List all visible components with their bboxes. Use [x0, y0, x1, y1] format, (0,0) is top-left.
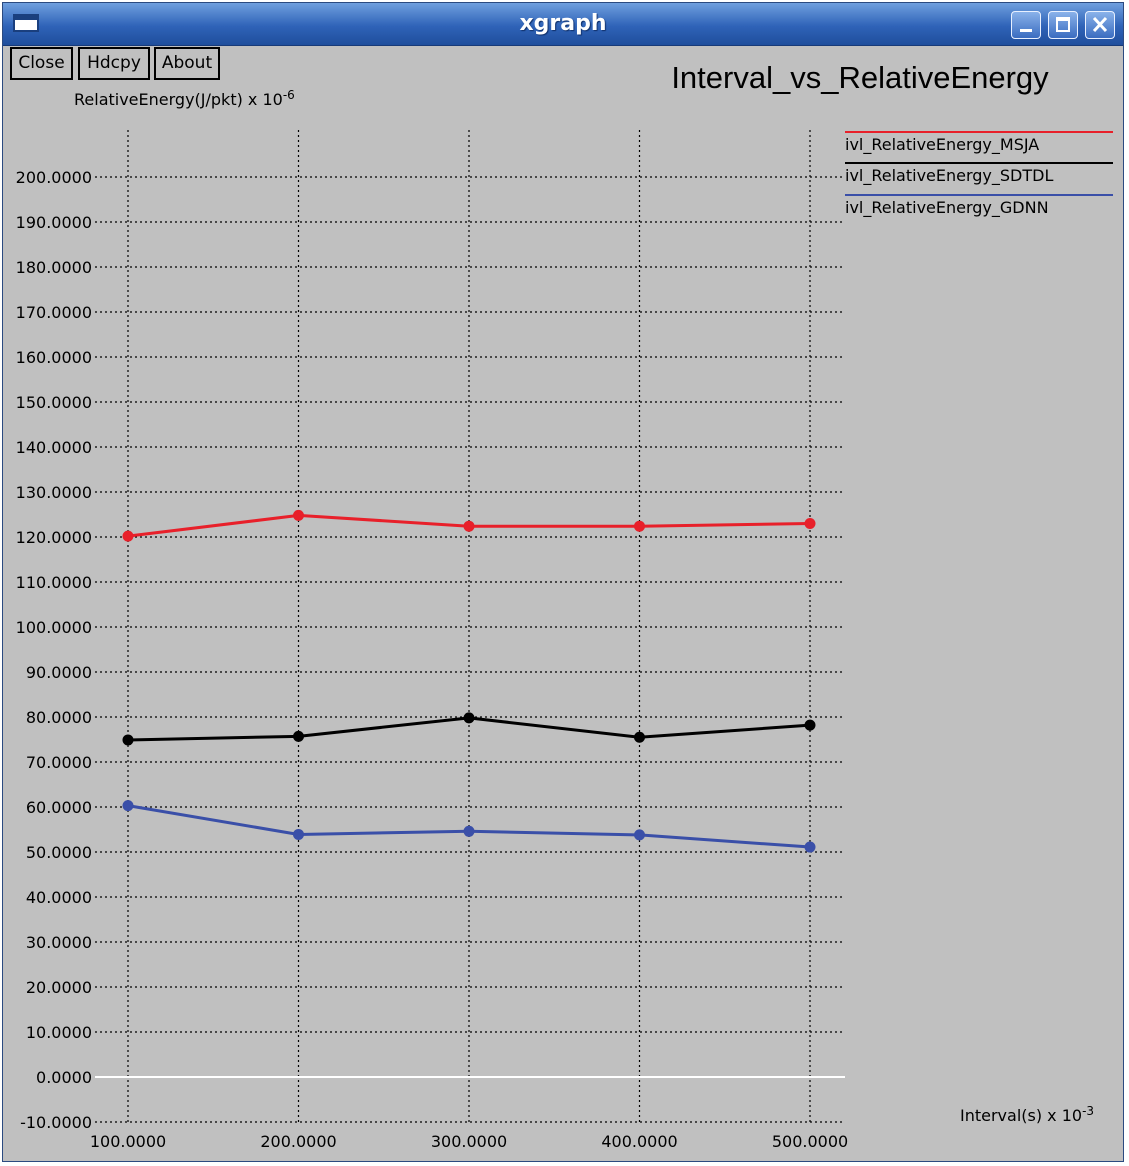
minimize-button[interactable] [1011, 11, 1041, 39]
x-tick-label: 300.0000 [431, 1132, 507, 1151]
data-point [122, 800, 134, 812]
x-tick-label: 100.0000 [90, 1132, 166, 1151]
data-point [293, 730, 304, 742]
y-tick-label: 130.0000 [16, 483, 92, 502]
x-tick-label: 500.0000 [772, 1132, 848, 1151]
y-tick-label: 80.0000 [26, 708, 92, 727]
legend-label: ivl_RelativeEnergy_GDNN [845, 198, 1049, 217]
data-point [634, 829, 645, 841]
data-point [122, 530, 134, 542]
x-axis-label-text: Interval(s) x 10 [960, 1106, 1083, 1125]
close-window-button[interactable] [1085, 11, 1115, 39]
y-axis-exponent: -6 [282, 88, 295, 102]
x-axis-label: Interval(s) x 10-3 [960, 1104, 1094, 1125]
y-tick-label: 110.0000 [16, 573, 92, 592]
y-tick-label: -10.0000 [20, 1113, 92, 1132]
x-tick-label: 200.0000 [260, 1132, 336, 1151]
legend-label: ivl_RelativeEnergy_MSJA [845, 135, 1040, 154]
data-point [804, 518, 816, 529]
legend-swatch [845, 131, 1113, 133]
legend-item-gdnn: ivl_RelativeEnergy_GDNN [845, 194, 1113, 220]
minimize-icon [1020, 29, 1032, 32]
y-tick-label: 10.0000 [26, 1023, 92, 1042]
y-tick-label: 180.0000 [16, 258, 92, 277]
about-button[interactable]: About [154, 47, 220, 80]
y-tick-label: 190.0000 [16, 213, 92, 232]
y-tick-label: 200.0000 [16, 168, 92, 187]
data-point [293, 509, 304, 521]
close-button[interactable]: Close [10, 47, 73, 80]
y-tick-label: 60.0000 [26, 798, 92, 817]
title-bar[interactable]: xgraph [3, 3, 1123, 46]
y-tick-label: 40.0000 [26, 888, 92, 907]
data-point [463, 520, 475, 532]
data-point [293, 828, 304, 840]
maximize-icon [1056, 17, 1070, 32]
chart-title: Interval_vs_RelativeEnergy [671, 60, 1049, 95]
data-point [463, 712, 475, 724]
y-tick-label: 160.0000 [16, 348, 92, 367]
y-tick-label: 50.0000 [26, 843, 92, 862]
data-point [634, 520, 645, 532]
legend-label: ivl_RelativeEnergy_SDTDL [845, 166, 1054, 185]
y-axis-label: RelativeEnergy(J/pkt) x 10-6 [74, 88, 295, 109]
y-tick-label: 140.0000 [16, 438, 92, 457]
y-tick-label: 170.0000 [16, 303, 92, 322]
y-tick-label: 100.0000 [16, 618, 92, 637]
x-tick-label: 400.0000 [601, 1132, 677, 1151]
maximize-button[interactable] [1048, 11, 1078, 39]
y-tick-label: 0.0000 [36, 1068, 92, 1087]
y-tick-label: 90.0000 [26, 663, 92, 682]
close-icon [1092, 16, 1108, 33]
legend-swatch [845, 194, 1113, 196]
hdcpy-button[interactable]: Hdcpy [78, 47, 150, 80]
y-tick-label: 150.0000 [16, 393, 92, 412]
window-menu-icon[interactable] [13, 14, 39, 32]
legend-item-msja: ivl_RelativeEnergy_MSJA [845, 131, 1113, 157]
window-title: xgraph [519, 11, 607, 36]
data-point [804, 841, 816, 853]
y-axis-label-text: RelativeEnergy(J/pkt) x 10 [74, 90, 283, 109]
y-tick-label: 120.0000 [16, 528, 92, 547]
x-axis-exponent: -3 [1082, 1104, 1095, 1118]
data-point [463, 825, 475, 837]
legend-item-sdtdl: ivl_RelativeEnergy_SDTDL [845, 162, 1113, 188]
legend-swatch [845, 162, 1113, 164]
data-point [634, 731, 645, 743]
y-tick-label: 70.0000 [26, 753, 92, 772]
y-tick-label: 20.0000 [26, 978, 92, 997]
y-tick-label: 30.0000 [26, 933, 92, 952]
data-point [804, 719, 816, 731]
data-point [122, 734, 134, 746]
